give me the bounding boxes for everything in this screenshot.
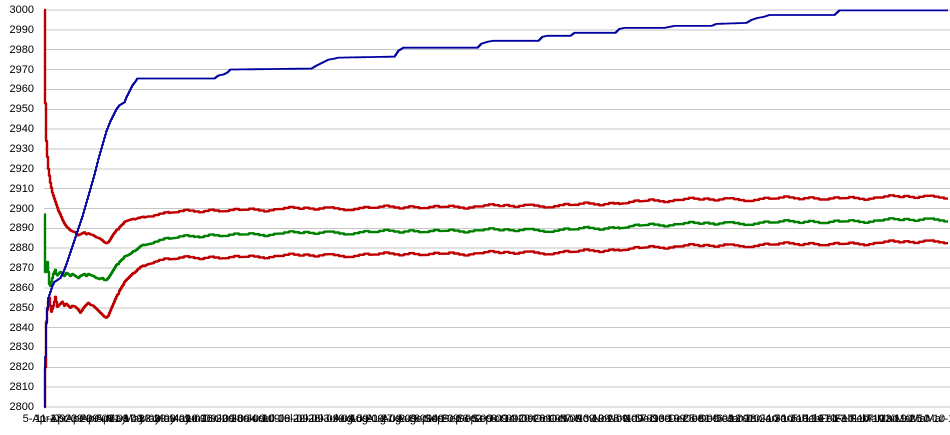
y-axis-tick-label: 2980 xyxy=(9,43,34,56)
x-axis-tick-label: 12-Jan-10 xyxy=(728,413,779,425)
y-axis-tick-label: 2880 xyxy=(9,242,34,255)
x-axis-tick-label: 2-Sep-09 xyxy=(398,413,445,425)
x-axis-tick-label: 27-Aug-09 xyxy=(380,413,433,425)
y-axis-tick-label: 2930 xyxy=(9,142,34,155)
x-axis-tick-label: 23-Feb-10 xyxy=(834,413,885,425)
x-axis-tick-label: 11-May-09 xyxy=(108,413,161,425)
series-upper-confidence-line xyxy=(43,8,949,245)
x-axis-tick-label: 30-Jan-10 xyxy=(774,413,824,425)
x-axis-tick-label: 5-Apr-09 xyxy=(22,413,66,425)
x-axis-tick-label: 28-Jul-09 xyxy=(307,413,354,425)
x-axis-tick-label: 14-Sep-09 xyxy=(426,413,478,425)
x-axis-tick-label: 25-Mar-10 xyxy=(909,413,950,425)
x-axis-tick-label: 23-Apr-09 xyxy=(64,413,114,425)
x-axis-tick-label: 9-Aug-09 xyxy=(338,413,384,425)
y-axis-tick-label: 2940 xyxy=(9,123,34,136)
y-axis-tick-label: 3000 xyxy=(9,4,34,16)
x-axis-tick-label: 10-Jun-09 xyxy=(185,413,235,425)
x-axis-tick-label: 6-Jan-10 xyxy=(716,413,761,425)
x-axis-tick-label: 16-Jun-09 xyxy=(200,413,250,425)
x-axis-tick-label: 7-Dec-09 xyxy=(640,413,686,425)
x-axis-tick-label: 17-Feb-10 xyxy=(818,413,870,425)
x-axis-tick-label: 8-Oct-09 xyxy=(490,413,534,425)
x-axis-tick-label: 5-May-09 xyxy=(96,413,143,425)
x-axis-tick-label: 19-Nov-09 xyxy=(592,413,644,425)
x-axis-tick-label: 10-Jul-09 xyxy=(262,413,309,425)
x-axis-tick-label: 16-Jul-09 xyxy=(277,413,324,425)
y-axis-tick-label: 2810 xyxy=(9,381,34,394)
y-axis-tick-label: 2860 xyxy=(9,281,34,294)
x-axis-tick-label: 29-Apr-09 xyxy=(79,413,129,425)
y-axis-tick-label: 2900 xyxy=(9,202,34,215)
x-axis-tick-label: 7-Nov-09 xyxy=(564,413,611,425)
x-axis-tick-label: 14-Oct-09 xyxy=(502,413,552,425)
x-axis-tick-label: 31-Dec-09 xyxy=(697,413,750,425)
x-axis-tick-label: 13-Nov-09 xyxy=(577,413,629,425)
x-axis-tick-label: 26-Oct-09 xyxy=(532,413,582,425)
x-axis-tick-label: 22-Jul-09 xyxy=(292,413,339,425)
x-axis: 5-Apr-09 11-Apr-09 17-Apr-09 23-Apr-09 29-Ap… xyxy=(0,413,950,431)
y-axis-tick-label: 2800 xyxy=(9,401,34,413)
series-mean-line xyxy=(43,213,949,288)
x-axis-tick-label: 11-Feb-10 xyxy=(804,413,855,425)
y-axis-tick-label: 2840 xyxy=(9,321,34,334)
x-axis-tick-label: 15-Aug-09 xyxy=(350,413,402,425)
x-axis-tick-label: 25-Dec-09 xyxy=(682,413,735,425)
x-axis-tick-label: 5-Feb-10 xyxy=(791,413,837,425)
y-axis-tick-label: 2960 xyxy=(9,83,34,96)
x-axis-tick-label: 19-Dec-09 xyxy=(667,413,719,425)
x-axis-tick-label: 8-Sep-09 xyxy=(413,413,460,425)
x-axis-tick-label: 17-Apr-09 xyxy=(49,413,99,425)
x-axis-tick-label: 1-Nov-09 xyxy=(549,413,596,425)
x-axis-tick-label: 24-Jan-10 xyxy=(759,413,809,425)
x-axis-tick-label: 4-Jul-09 xyxy=(250,413,291,425)
x-axis-tick-label: 1-Dec-09 xyxy=(625,413,671,425)
x-axis-tick-label: 2-Oct-09 xyxy=(475,413,519,425)
y-axis-tick-label: 2970 xyxy=(9,63,34,76)
x-axis-tick-label: 20-Oct-09 xyxy=(517,413,567,425)
x-axis-tick-label: 7-Mar-10 xyxy=(867,413,912,425)
x-axis-tick-label: 22-Jun-09 xyxy=(215,413,266,425)
x-axis-tick-label: 18-Jan-10 xyxy=(744,413,794,425)
x-axis-tick-label: 17-May-09 xyxy=(123,413,176,425)
y-axis-tick-label: 2920 xyxy=(9,162,34,175)
x-axis-tick-label: 11-Apr-09 xyxy=(35,413,84,425)
x-axis-tick-label: 4-Jun-09 xyxy=(173,413,217,425)
y-axis-tick-label: 2950 xyxy=(9,103,34,116)
x-axis-tick-label: 28-Jun-09 xyxy=(230,413,281,425)
y-axis-tick-label: 2870 xyxy=(9,262,34,275)
x-axis-tick-label: 19-Mar-10 xyxy=(894,413,946,425)
y-axis-tick-label: 2820 xyxy=(9,361,34,374)
series-maximum-line xyxy=(44,9,948,408)
x-axis-tick-label: 29-May-09 xyxy=(153,413,207,425)
x-axis-tick-label: 26-Sep-09 xyxy=(456,413,508,425)
y-axis-tick-label: 2850 xyxy=(9,301,34,314)
x-axis-tick-label: 25-Nov-09 xyxy=(607,413,659,425)
y-axis-tick-label: 2990 xyxy=(9,23,34,36)
x-axis-tick-label: 13-Mar-10 xyxy=(879,413,931,425)
x-axis-tick-label: 21-Aug-09 xyxy=(365,413,417,425)
y-axis-tick-label: 2910 xyxy=(9,182,34,195)
y-axis: 3000 2990 2980 2970 2960 2950 2940 2930 2920 2910… xyxy=(0,0,38,435)
x-axis-tick-label: 23-May-09 xyxy=(138,413,192,425)
x-axis-tick-label: 20-Sep-09 xyxy=(441,413,493,425)
x-axis-tick-label: 3-Aug-09 xyxy=(323,413,369,425)
y-axis-tick-label: 2890 xyxy=(9,222,34,235)
y-axis-tick-label: 2830 xyxy=(9,341,34,354)
x-axis-tick-label: 1-Mar-10 xyxy=(852,413,897,425)
series-lower-confidence-line xyxy=(43,239,949,409)
x-axis-tick-label: 13-Dec-09 xyxy=(652,413,704,425)
